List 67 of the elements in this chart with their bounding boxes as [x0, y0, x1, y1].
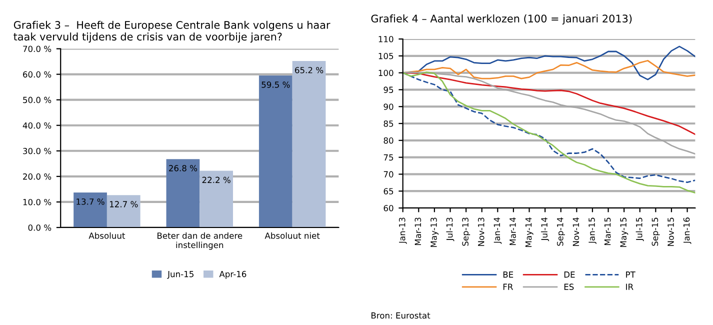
x-tick-label: Sep-15: [652, 218, 660, 246]
legend-label: ES: [564, 284, 574, 290]
y-tick-label: 110: [378, 36, 394, 42]
x-tick-label: May-14: [525, 217, 534, 247]
y-tick-label: 105: [378, 52, 394, 60]
y-tick-label: 40.0 %: [22, 122, 52, 129]
data-label: 12.7 %: [110, 201, 138, 208]
y-tick-label: 50.0 %: [23, 96, 52, 104]
y-tick-label: 65: [384, 188, 394, 194]
data-label: 13.7 %: [76, 198, 104, 205]
x-tick-label: Nov-14: [572, 217, 580, 246]
legend-label: IR: [626, 284, 634, 290]
y-tick-label: 30.0 %: [23, 148, 52, 154]
chart-title: Grafiek 4 – Aantal werklozen (100 = januari 2013): [371, 14, 632, 24]
y-tick-label: 80: [384, 137, 394, 144]
x-tick-label: Mar-14: [510, 217, 516, 246]
legend-label: BE: [503, 272, 514, 278]
legend-label: Jun-15: [167, 271, 194, 279]
y-tick-label: 85: [384, 120, 394, 127]
line-series: [402, 60, 696, 80]
y-tick-label: 20.0 %: [23, 173, 52, 180]
y-tick-label: 90: [384, 104, 394, 110]
text: Bron: Eurostat: [372, 312, 430, 319]
y-tick-label: 70: [384, 171, 394, 178]
bar: [74, 192, 107, 228]
x-tick-label: Mar-15: [604, 218, 611, 246]
y-tick-label: 70.0 %: [23, 46, 52, 52]
bar: [106, 195, 140, 228]
line-series: [402, 71, 696, 155]
x-tick-label: Sep-13: [462, 218, 470, 246]
y-tick-label: 0.0 %: [28, 224, 52, 231]
x-tick-label: Jan-13: [398, 218, 407, 244]
x-tick-label: Jan-15: [588, 218, 596, 244]
y-tick-label: 60: [384, 204, 394, 212]
x-tick-label: Sep-14: [556, 217, 565, 246]
x-tick-label: Mar-13: [414, 218, 422, 246]
data-label: 22.2 %: [202, 176, 230, 184]
x-tick-label: Jul-15: [636, 218, 644, 242]
x-tick-label: Absoluut niet: [264, 232, 320, 239]
bar: [200, 170, 234, 228]
line-series: [402, 72, 696, 136]
x-tick-label: Jan-16: [683, 218, 692, 244]
y-tick-label: 100: [378, 70, 394, 76]
y-tick-label: 95: [384, 86, 394, 93]
data-label: 65.2 %: [295, 66, 324, 74]
y-tick-label: 60.0 %: [23, 71, 52, 78]
data-label: 59.5 %: [262, 82, 290, 88]
x-tick-label: Jan-14: [494, 217, 502, 244]
y-tick-label: 75: [384, 154, 394, 161]
x-tick-label: Absoluut: [88, 232, 126, 239]
x-tick-label: May-13: [430, 218, 438, 247]
legend-label: PT: [626, 272, 636, 278]
y-tick-label: 10.0 %: [23, 198, 52, 206]
data-label: 26.8 %: [169, 165, 198, 172]
x-tick-label: Nov-13: [478, 218, 484, 246]
x-tick-label: Nov-15: [668, 218, 674, 246]
x-tick-label: May-15: [620, 218, 628, 247]
x-tick-label: Jul-13: [446, 218, 454, 242]
bar: [258, 76, 292, 228]
legend-label: Apr-16: [219, 270, 246, 279]
legend-label: FR: [503, 284, 513, 290]
legend-label: DE: [564, 272, 575, 278]
bar: [292, 61, 326, 228]
bar: [166, 159, 200, 228]
chart-title: Grafiek 3 – Heeft de Europese Centrale Bank volgens u haar taak vervuld tijdens de crisis van de voorbije jaren?: [14, 20, 330, 43]
x-tick-label: Beter dan de andere instellingen: [158, 232, 242, 250]
x-tick-label: Jul-14: [541, 217, 550, 242]
